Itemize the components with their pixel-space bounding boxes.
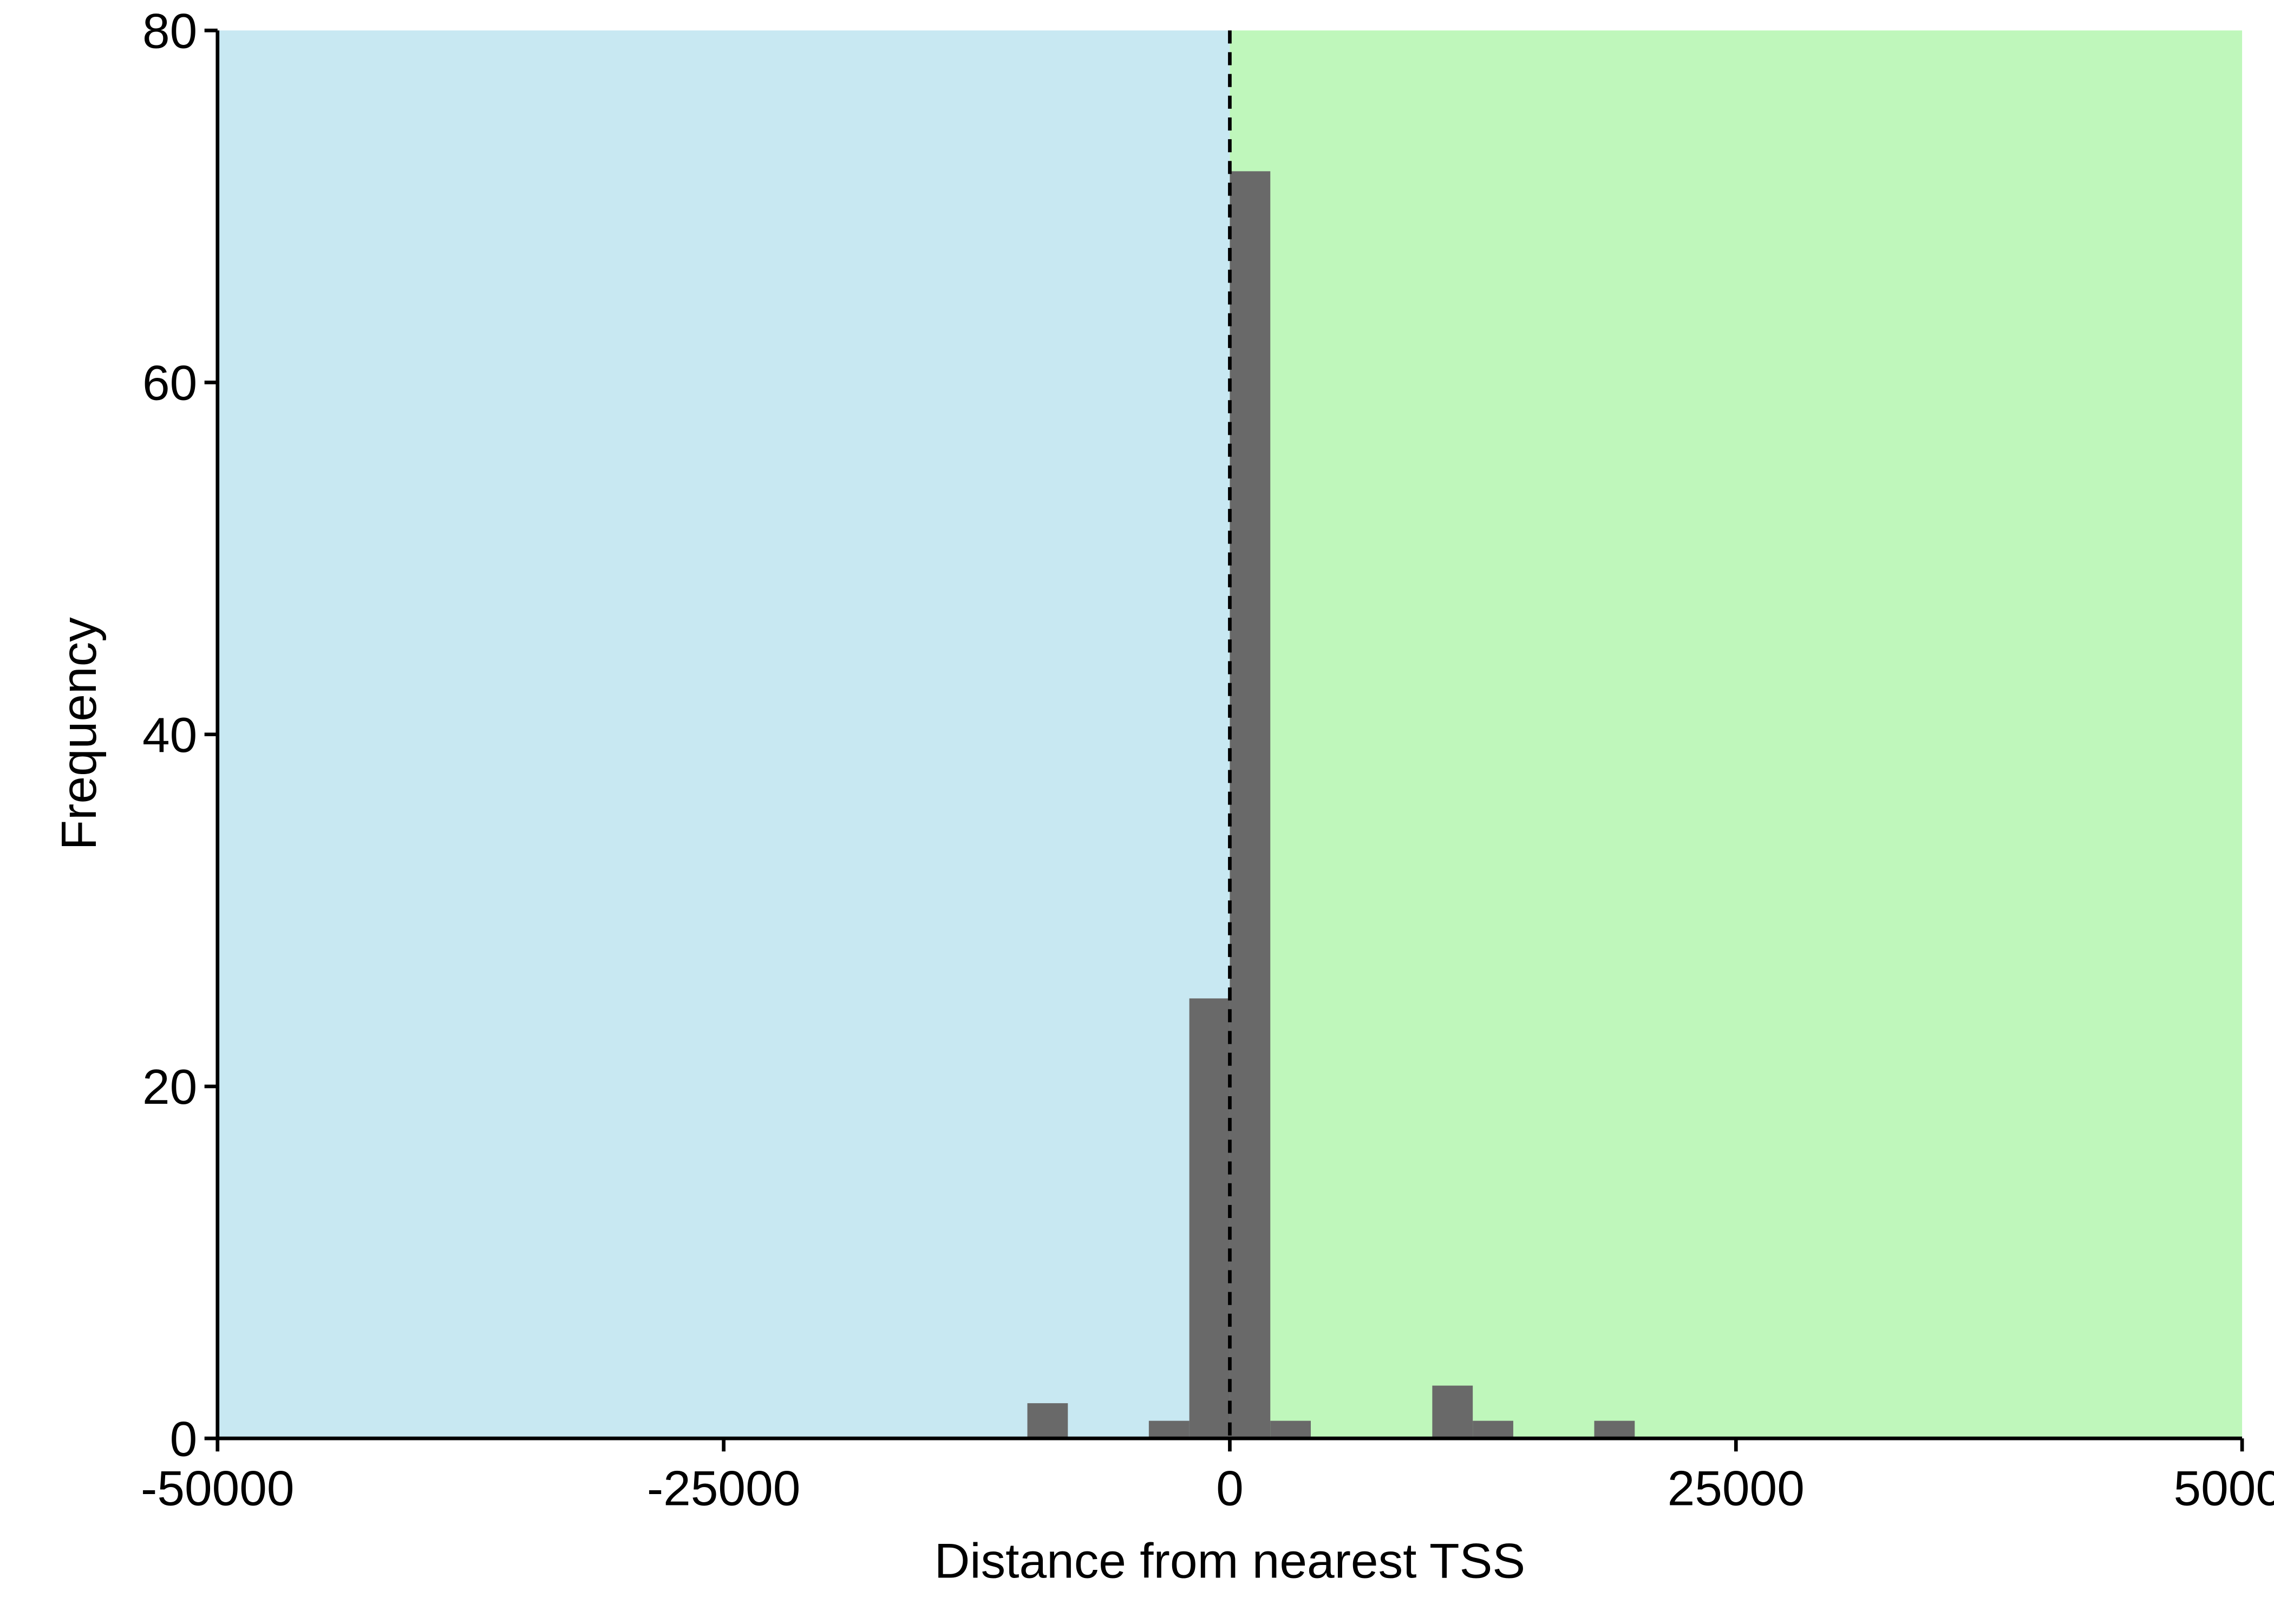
bar <box>1189 998 1230 1439</box>
region <box>217 30 1230 1439</box>
x-tick-label: -25000 <box>647 1461 801 1516</box>
y-tick-label: 60 <box>142 356 197 411</box>
bar <box>1432 1385 1473 1439</box>
x-tick-label: 25000 <box>1668 1461 1805 1516</box>
y-tick-label: 20 <box>142 1060 197 1115</box>
bar <box>1027 1403 1068 1439</box>
bar <box>1148 1420 1190 1439</box>
x-tick-label: -50000 <box>141 1461 295 1516</box>
bar <box>1473 1420 1513 1439</box>
x-axis-label: Distance from nearest TSS <box>935 1534 1526 1588</box>
bar <box>1270 1420 1311 1439</box>
y-tick-label: 80 <box>142 4 197 58</box>
y-axis-label: Frequency <box>52 617 107 850</box>
bar <box>1230 171 1271 1439</box>
y-tick-label: 0 <box>170 1412 198 1466</box>
x-tick-label: 50000 <box>2173 1461 2274 1516</box>
region <box>1230 30 2243 1439</box>
bar <box>1594 1420 1635 1439</box>
y-tick-label: 40 <box>142 708 197 763</box>
x-tick-label: 0 <box>1216 1461 1244 1516</box>
